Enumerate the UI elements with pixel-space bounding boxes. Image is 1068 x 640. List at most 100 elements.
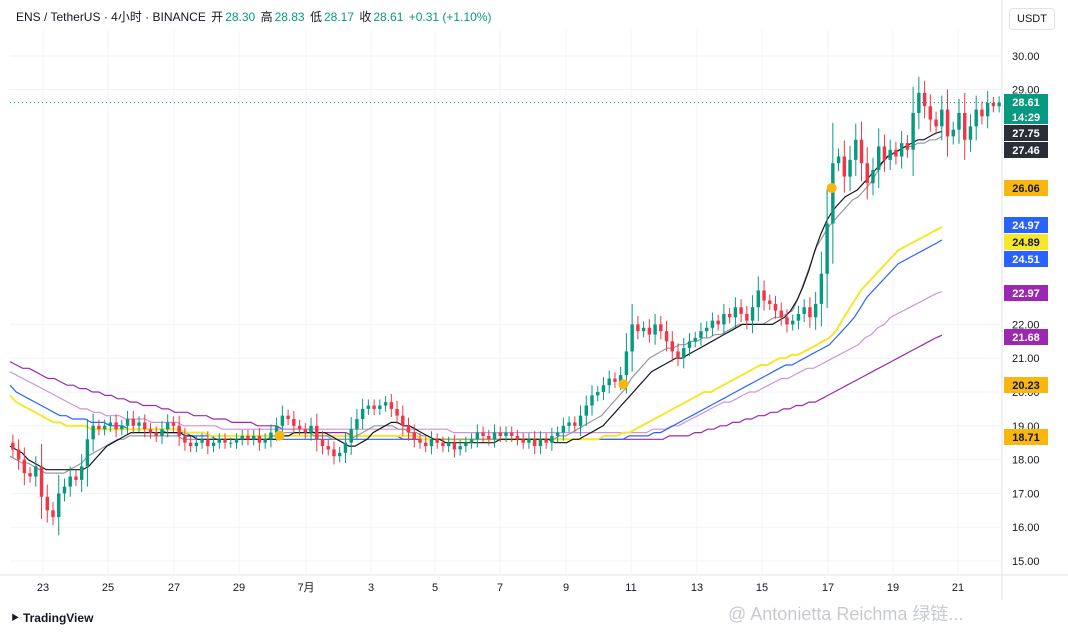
candle-body: [779, 310, 783, 318]
candle-body: [79, 466, 84, 480]
candle-body: [34, 466, 38, 477]
price-label: 20.23: [1004, 377, 1048, 393]
candle: [974, 95, 978, 141]
candle-body: [693, 337, 697, 342]
y-tick-label: 17.00: [1012, 488, 1040, 500]
candle-body: [682, 348, 686, 359]
candle: [435, 433, 439, 449]
candle: [785, 309, 789, 333]
candle: [441, 436, 445, 453]
candle-body: [297, 425, 302, 430]
symbol-title[interactable]: ENS / TetherUS · 4小时 · BINANCE: [16, 10, 206, 24]
candle: [246, 429, 250, 446]
candle: [859, 121, 864, 182]
time-axis: 23 25 27 29 7月 3 5 7 9 11 13 15 17 19 21: [37, 582, 964, 594]
candle-body: [143, 422, 147, 430]
candle-body: [750, 307, 755, 321]
candle-body: [240, 435, 244, 440]
candle-body: [137, 422, 141, 426]
candle: [630, 303, 634, 372]
price-label-text: 24.51: [1012, 254, 1040, 266]
series-line-ema-black: [9, 130, 943, 471]
candle: [137, 416, 141, 432]
candle: [183, 427, 187, 451]
candle: [383, 396, 388, 412]
candle: [894, 141, 898, 165]
candle: [108, 416, 113, 432]
candle-body: [355, 419, 359, 430]
candle: [481, 426, 485, 443]
candle-body: [11, 442, 15, 450]
candle-body: [848, 159, 852, 177]
price-label-text: 20.23: [1012, 380, 1040, 392]
candle-body: [659, 324, 663, 332]
candle: [297, 419, 302, 436]
candle: [882, 134, 887, 172]
candle: [590, 385, 594, 416]
candle: [687, 333, 692, 357]
candle-body: [286, 415, 290, 420]
candle: [251, 429, 256, 446]
candle-body: [813, 303, 818, 318]
candle-body: [194, 442, 199, 447]
candle-body: [45, 496, 49, 511]
candle: [538, 431, 543, 455]
candle-body: [630, 324, 634, 352]
y-tick-label: 21.00: [1012, 353, 1040, 365]
candle-body: [905, 143, 910, 150]
candle-body: [607, 378, 611, 386]
candle: [601, 377, 606, 401]
candle: [968, 114, 973, 152]
candle-body: [888, 149, 892, 160]
tradingview-logo[interactable]: ⯈ TradingView: [10, 611, 93, 626]
candle-body: [790, 320, 795, 325]
candle-body: [469, 439, 474, 443]
candle: [899, 131, 904, 169]
candle: [34, 456, 38, 487]
candle-body: [785, 317, 789, 325]
candle-body: [555, 432, 560, 436]
x-tick-label: 11: [625, 582, 636, 594]
candle-body: [882, 146, 887, 160]
price-label: 24.51: [1004, 251, 1048, 267]
high-value: 28.83: [274, 10, 305, 24]
candle-body: [257, 435, 262, 443]
candle-body: [899, 143, 904, 157]
candle-body: [160, 429, 164, 436]
price-label-bg: [1004, 125, 1048, 141]
candle-body: [492, 432, 497, 440]
candle-body: [91, 425, 95, 440]
candle: [607, 370, 611, 394]
candle: [406, 417, 411, 441]
candle-body: [165, 422, 170, 430]
candle: [578, 405, 583, 436]
candle: [825, 189, 829, 308]
candle-body: [200, 439, 204, 443]
candle: [148, 423, 153, 439]
candle-body: [613, 378, 617, 382]
price-label: 27.75: [1004, 125, 1048, 141]
candle: [160, 421, 164, 445]
candle-body: [819, 273, 824, 304]
candle: [378, 399, 382, 415]
candle: [57, 475, 61, 536]
candlesticks: [11, 76, 1001, 536]
candle: [120, 419, 124, 436]
candle: [458, 439, 462, 456]
logo-text: TradingView: [22, 611, 94, 625]
candle-body: [85, 439, 90, 467]
candle-body: [699, 331, 703, 338]
candle-body: [544, 439, 548, 443]
candle-body: [957, 112, 961, 130]
candle-body: [842, 156, 847, 177]
currency-button[interactable]: USDT: [1009, 8, 1055, 30]
candle: [515, 429, 520, 446]
candle: [280, 405, 285, 436]
candle-body: [418, 439, 422, 443]
candle-body: [722, 313, 726, 325]
candle-body: [206, 439, 210, 447]
candle-body: [567, 422, 571, 426]
candle-body: [836, 156, 841, 164]
